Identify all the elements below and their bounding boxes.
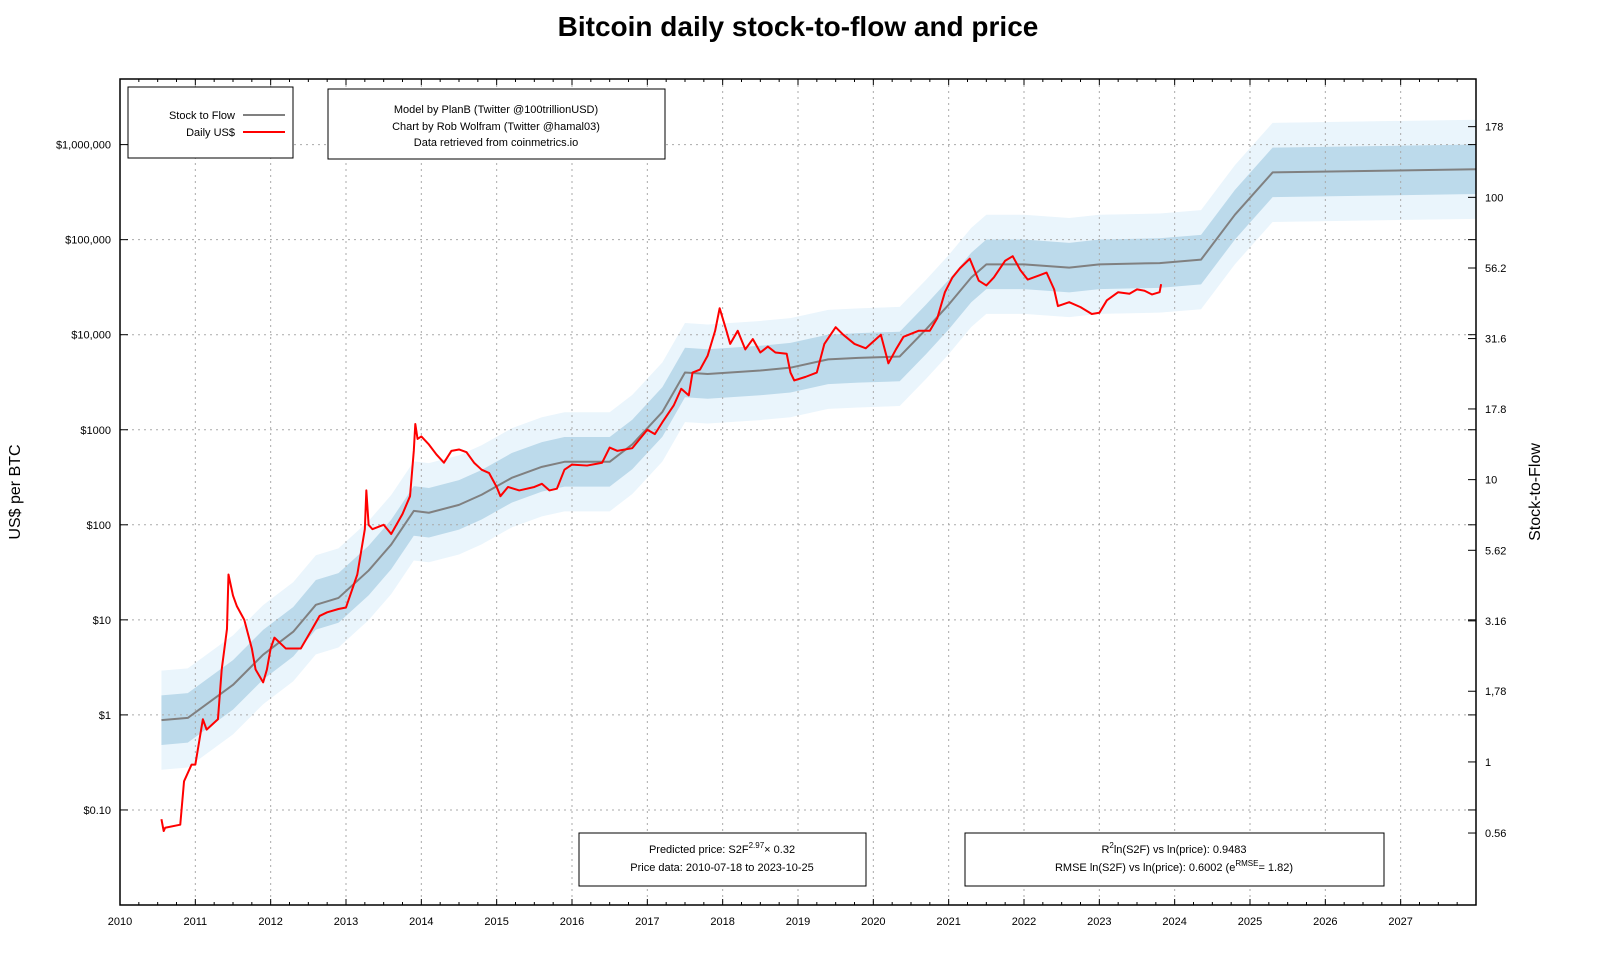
outer-band — [161, 119, 1476, 770]
r-squared: R2ln(S2F) vs ln(price): 0.9483 — [1101, 841, 1246, 856]
x-tick-label: 2020 — [861, 916, 885, 928]
x-tick-label: 2026 — [1313, 916, 1337, 928]
x-tick-label: 2013 — [334, 916, 358, 928]
predicted-price-formula: Predicted price: S2F2.97× 0.32 — [649, 841, 795, 856]
credit-data: Data retrieved from coinmetrics.io — [414, 137, 578, 149]
x-tick-label: 2014 — [409, 916, 433, 928]
y-tick-label: $1 — [99, 710, 111, 722]
y2-tick-label: 56.2 — [1485, 263, 1506, 275]
x-tick-label: 2024 — [1162, 916, 1186, 928]
y2-tick-label: 3.16 — [1485, 616, 1506, 628]
y-tick-label: $1000 — [80, 425, 111, 437]
y-tick-label: $10,000 — [71, 330, 111, 342]
y2-tick-label: 17.8 — [1485, 404, 1506, 416]
y2-tick-label: 1 — [1485, 757, 1491, 769]
credit-model: Model by PlanB (Twitter @100trillionUSD) — [394, 104, 598, 116]
inner-band — [161, 144, 1476, 745]
x-tick-label: 2017 — [635, 916, 659, 928]
x-tick-label: 2010 — [108, 916, 132, 928]
grid — [120, 79, 1476, 905]
x-tick-label: 2015 — [484, 916, 508, 928]
rmse: RMSE ln(S2F) vs ln(price): 0.6002 (eRMSE… — [1055, 859, 1293, 874]
x-tick-label: 2022 — [1012, 916, 1036, 928]
y-tick-label: $100 — [87, 520, 111, 532]
x-tick-label: 2012 — [258, 916, 282, 928]
credits-box: Model by PlanB (Twitter @100trillionUSD)… — [327, 88, 666, 160]
x-tick-label: 2021 — [936, 916, 960, 928]
series-lines — [160, 168, 1477, 833]
chart-title: Bitcoin daily stock-to-flow and price — [558, 11, 1039, 42]
x-tick-label: 2011 — [184, 916, 208, 928]
y2-axis-label: Stock-to-Flow — [1527, 443, 1544, 541]
y2-tick-label: 1,78 — [1485, 686, 1506, 698]
y2-tick-label: 10 — [1485, 475, 1497, 487]
price-data-range: Price data: 2010-07-18 to 2023-10-25 — [630, 862, 813, 874]
x-tick-label: 2018 — [710, 916, 734, 928]
daily-price-line — [160, 255, 1163, 833]
y-tick-label: $1,000,000 — [56, 140, 111, 152]
y2-tick-label: 0.56 — [1485, 828, 1506, 840]
y-tick-label: $10 — [93, 615, 111, 627]
statistics-box: R2ln(S2F) vs ln(price): 0.9483 RMSE ln(S… — [964, 832, 1385, 887]
y-tick-label: $100,000 — [65, 235, 111, 247]
legend: Stock to Flow Daily US$ — [127, 86, 294, 159]
y2-tick-label: 100 — [1485, 192, 1503, 204]
x-tick-label: 2027 — [1388, 916, 1412, 928]
x-tick-label: 2016 — [560, 916, 584, 928]
y2-tick-label: 178 — [1485, 122, 1503, 134]
prediction-box: Predicted price: S2F2.97× 0.32 Price dat… — [578, 832, 867, 887]
y-tick-label: $0.10 — [83, 805, 111, 817]
x-tick-label: 2025 — [1238, 916, 1262, 928]
y2-tick-label: 31.6 — [1485, 334, 1506, 346]
x-tick-label: 2023 — [1087, 916, 1111, 928]
y2-tick-label: 5.62 — [1485, 545, 1506, 557]
stock-to-flow-line — [161, 168, 1477, 722]
deviation-bands — [161, 119, 1476, 770]
x-tick-label: 2019 — [786, 916, 810, 928]
legend-label-price: Daily US$ — [186, 127, 235, 139]
y-axis-label: US$ per BTC — [7, 444, 24, 539]
legend-label-s2f: Stock to Flow — [169, 110, 235, 122]
credit-chart: Chart by Rob Wolfram (Twitter @hamal03) — [392, 121, 600, 133]
axes: 2010 2011 2012 2013 2014 2015 2016 2017 2018 2019… — [56, 79, 1506, 928]
